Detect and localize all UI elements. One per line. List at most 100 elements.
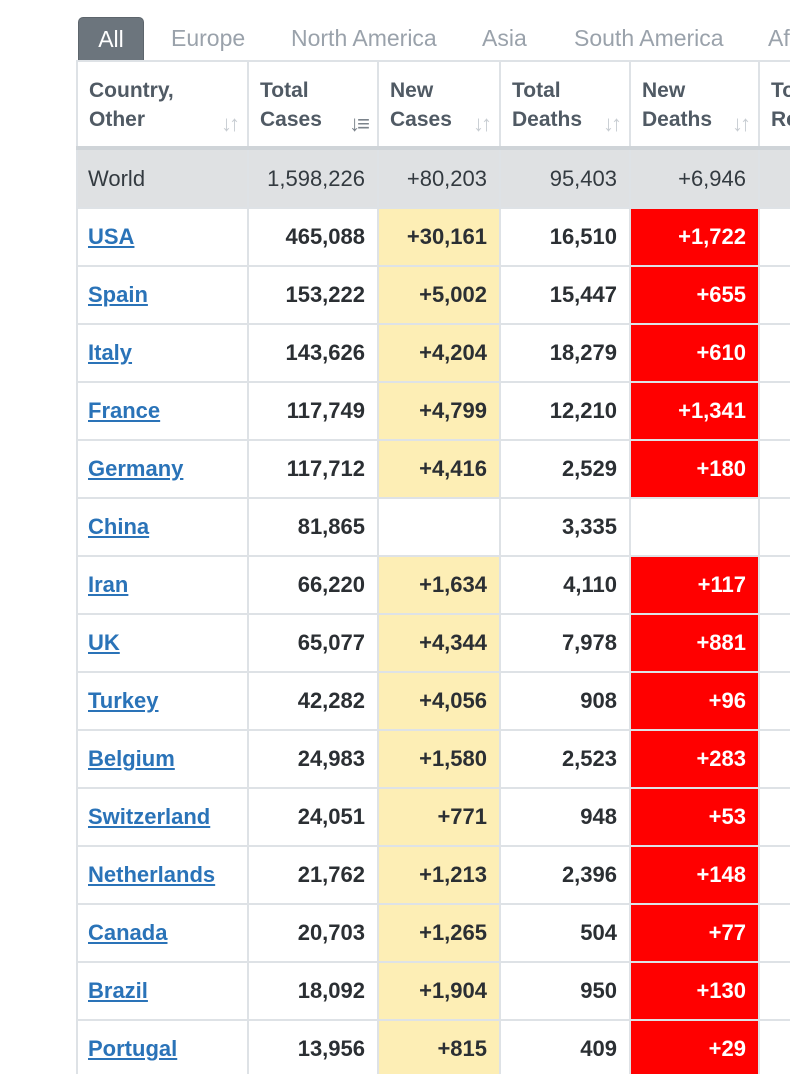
country-cell: Italy [76, 323, 249, 383]
column-header-total-cases[interactable]: Total Cases ↓≡ [247, 60, 379, 150]
world-total-recovered [758, 146, 790, 209]
total-cases-cell: 18,092 [247, 961, 379, 1021]
total-cases-cell: 42,282 [247, 671, 379, 731]
total-cases-cell: 465,088 [247, 207, 379, 267]
country-link[interactable]: Canada [88, 920, 168, 945]
country-cell: Belgium [76, 729, 249, 789]
total-recovered-cell [758, 729, 790, 789]
tab-south-america[interactable]: South America [574, 25, 724, 51]
world-total-cases: 1,598,226 [247, 146, 379, 209]
country-link[interactable]: Italy [88, 340, 133, 365]
total-cases-cell: 65,077 [247, 613, 379, 673]
new-deaths-cell: +96 [629, 671, 760, 731]
world-row: World 1,598,226 +80,203 95,403 +6,946 [76, 146, 790, 209]
column-header-total-deaths[interactable]: Total Deaths ↓↑ [499, 60, 631, 150]
tab-africa[interactable]: Af [768, 25, 790, 51]
total-cases-cell: 153,222 [247, 265, 379, 325]
new-cases-cell: +4,799 [377, 381, 501, 441]
column-header-line2: Other [89, 108, 146, 131]
sort-arrows-icon[interactable]: ↓↑ [603, 111, 622, 136]
table-row: Canada 20,703 +1,265 504 +77 [76, 903, 790, 963]
tab-europe[interactable]: Europe [171, 25, 246, 51]
country-link[interactable]: USA [88, 224, 135, 249]
total-deaths-cell: 908 [499, 671, 631, 731]
total-cases-cell: 13,956 [247, 1019, 379, 1074]
table-row: Spain 153,222 +5,002 15,447 +655 [76, 265, 790, 325]
tab-asia[interactable]: Asia [482, 25, 527, 51]
table-row: Germany 117,712 +4,416 2,529 +180 [76, 439, 790, 499]
total-cases-cell: 24,983 [247, 729, 379, 789]
column-header-new-deaths[interactable]: New Deaths ↓↑ [629, 60, 760, 150]
country-link[interactable]: Brazil [88, 978, 148, 1003]
total-deaths-cell: 409 [499, 1019, 631, 1074]
total-recovered-cell [758, 1019, 790, 1074]
total-deaths-cell: 2,523 [499, 729, 631, 789]
country-cell: UK [76, 613, 249, 673]
sort-arrows-icon[interactable]: ↓↑ [221, 111, 240, 136]
country-cell: Switzerland [76, 787, 249, 847]
country-link[interactable]: Spain [88, 282, 148, 307]
column-header-total-recovered[interactable]: To Re [758, 60, 790, 150]
new-cases-cell: +1,904 [377, 961, 501, 1021]
total-deaths-cell: 950 [499, 961, 631, 1021]
sort-desc-icon[interactable]: ↓≡ [349, 111, 370, 136]
country-link[interactable]: Netherlands [88, 862, 216, 887]
total-deaths-cell: 948 [499, 787, 631, 847]
new-cases-cell: +771 [377, 787, 501, 847]
column-header-line1: New [390, 79, 434, 102]
column-header-line2: Cases [390, 108, 452, 131]
country-link[interactable]: France [88, 398, 161, 423]
column-header-country[interactable]: Country, Other ↓↑ [76, 60, 249, 150]
total-cases-cell: 81,865 [247, 497, 379, 557]
total-recovered-cell [758, 845, 790, 905]
new-cases-cell: +815 [377, 1019, 501, 1074]
country-cell: Germany [76, 439, 249, 499]
table-row: Italy 143,626 +4,204 18,279 +610 [76, 323, 790, 383]
country-cell: France [76, 381, 249, 441]
country-link[interactable]: Turkey [88, 688, 159, 713]
total-recovered-cell [758, 903, 790, 963]
total-deaths-cell: 12,210 [499, 381, 631, 441]
total-deaths-cell: 18,279 [499, 323, 631, 383]
new-deaths-cell: +1,722 [629, 207, 760, 267]
table-row: Switzerland 24,051 +771 948 +53 [76, 787, 790, 847]
country-link[interactable]: Germany [88, 456, 184, 481]
total-cases-cell: 117,712 [247, 439, 379, 499]
sort-arrows-icon[interactable]: ↓↑ [473, 111, 492, 136]
country-link[interactable]: UK [88, 630, 120, 655]
column-header-line1: Country, [89, 79, 174, 102]
sort-arrows-icon[interactable]: ↓↑ [732, 111, 751, 136]
new-deaths-cell: +29 [629, 1019, 760, 1074]
total-recovered-cell [758, 497, 790, 557]
table-row: Iran 66,220 +1,634 4,110 +117 [76, 555, 790, 615]
world-new-deaths: +6,946 [629, 146, 760, 209]
column-header-line1: Total [512, 79, 561, 102]
new-deaths-cell: +283 [629, 729, 760, 789]
country-link[interactable]: China [88, 514, 150, 539]
new-cases-cell: +1,213 [377, 845, 501, 905]
world-new-cases: +80,203 [377, 146, 501, 209]
world-total-deaths: 95,403 [499, 146, 631, 209]
country-link[interactable]: Iran [88, 572, 129, 597]
table-row: France 117,749 +4,799 12,210 +1,341 [76, 381, 790, 441]
total-cases-cell: 24,051 [247, 787, 379, 847]
new-deaths-cell: +148 [629, 845, 760, 905]
total-recovered-cell [758, 671, 790, 731]
table-row: Netherlands 21,762 +1,213 2,396 +148 [76, 845, 790, 905]
new-deaths-cell: +1,341 [629, 381, 760, 441]
new-deaths-cell [629, 497, 760, 557]
covid-table-container: Country, Other ↓↑ Total Cases ↓≡ New Cas… [76, 60, 790, 1074]
column-header-line1: Total [260, 79, 309, 102]
country-cell: Iran [76, 555, 249, 615]
world-label: World [76, 146, 249, 209]
total-cases-cell: 117,749 [247, 381, 379, 441]
table-row: China 81,865 3,335 [76, 497, 790, 557]
total-recovered-cell [758, 439, 790, 499]
country-link[interactable]: Switzerland [88, 804, 211, 829]
column-header-new-cases[interactable]: New Cases ↓↑ [377, 60, 501, 150]
country-link[interactable]: Belgium [88, 746, 175, 771]
country-link[interactable]: Portugal [88, 1036, 178, 1061]
tab-all[interactable]: All [78, 17, 144, 60]
total-recovered-cell [758, 323, 790, 383]
tab-north-america[interactable]: North America [291, 25, 437, 51]
